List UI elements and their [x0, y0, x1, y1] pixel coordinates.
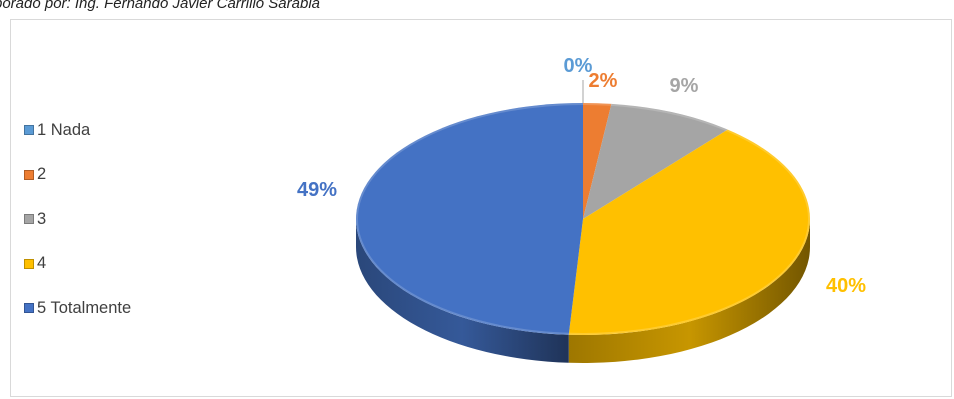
pie-labels: 0%2% 9% 40% 49%: [297, 55, 866, 297]
pie-label-3: 9%: [670, 75, 699, 97]
legend-item-1: 1 Nada: [24, 108, 131, 153]
legend-swatch-5: [24, 303, 34, 314]
pie-rim: [356, 103, 810, 335]
pie-label-2: 2%: [589, 70, 618, 92]
legend-label-4: 4: [37, 254, 47, 273]
pie-label-5: 49%: [297, 179, 337, 201]
pie-slice-2: [583, 103, 612, 219]
pie-sides: [356, 219, 810, 363]
legend-swatch-1: [24, 125, 34, 136]
chart-frame: [10, 19, 952, 397]
pie-slice-3: [583, 103, 728, 219]
pie-slices: [356, 103, 810, 335]
legend-item-5: 5 Totalmente: [24, 286, 131, 331]
legend-label-5: 5 Totalmente: [37, 298, 132, 317]
legend-label-1: 1 Nada: [37, 120, 91, 139]
legend-item-3: 3: [24, 197, 131, 242]
legend-swatch-3: [24, 214, 34, 225]
legend: 1 Nada 2 3 4 5 Totalmente: [24, 108, 131, 331]
pie-slice-5: [356, 103, 583, 335]
legend-item-4: 4: [24, 242, 131, 287]
chart-caption: borado por: Ing. Fernando Javier Carrill…: [0, 0, 321, 12]
legend-swatch-2: [24, 169, 34, 180]
legend-swatch-4: [24, 258, 34, 269]
pie-side-4: [568, 219, 810, 363]
pie-label-1: 0%: [564, 55, 593, 77]
legend-label-2: 2: [37, 165, 47, 184]
legend-item-2: 2: [24, 153, 131, 198]
pie-side-5: [356, 219, 569, 363]
legend-label-3: 3: [37, 209, 47, 228]
pie-slice-4: [568, 129, 810, 335]
pie-label-4: 40%: [826, 275, 866, 297]
